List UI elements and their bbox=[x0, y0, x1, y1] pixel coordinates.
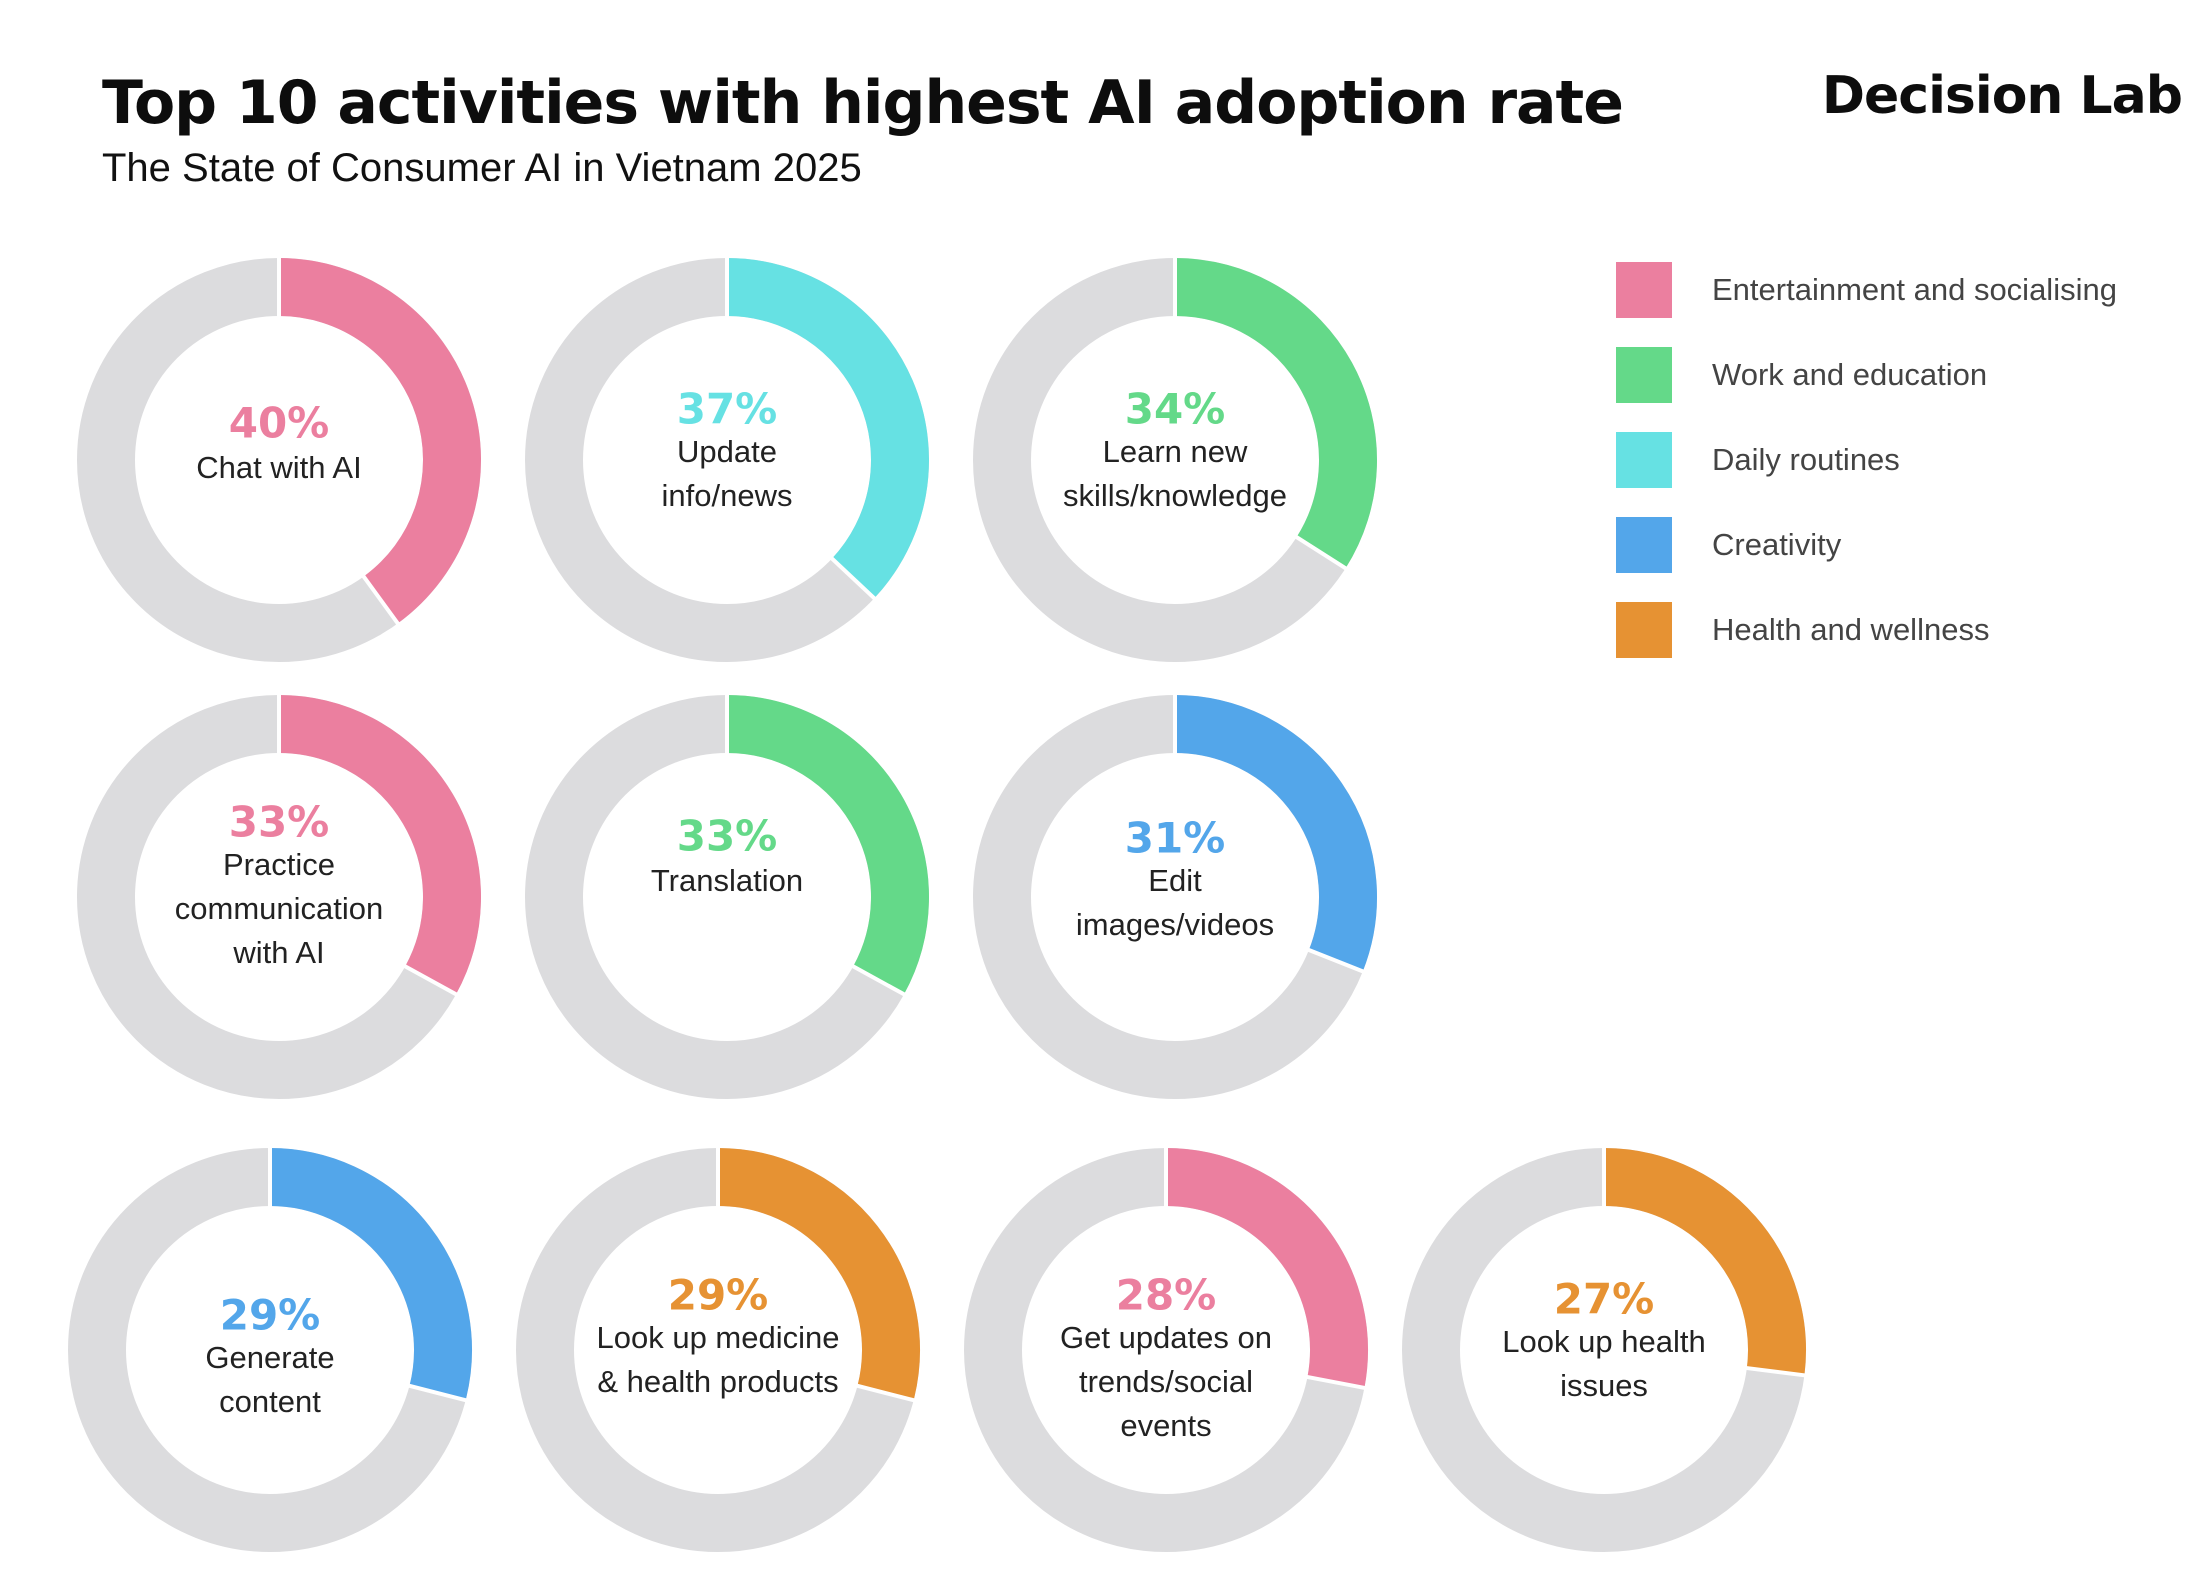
donut-learn-new-skills-knowledge: 34%Learn new skills/knowledge bbox=[973, 257, 1377, 662]
donut-segment-generate-content bbox=[269, 1148, 472, 1401]
donut-look-up-health-issues: 27%Look up health issues bbox=[1402, 1147, 1806, 1552]
donut-category-label: with AI bbox=[232, 935, 324, 970]
donut-get-updates-on-trends-social-events: 28%Get updates on trends/social events bbox=[964, 1147, 1368, 1552]
donut-value-label: 28% bbox=[1116, 1271, 1217, 1320]
legend-item-entertainment: Entertainment and socialising bbox=[1616, 262, 2117, 318]
donut-segment-look-up-health-issues bbox=[1603, 1148, 1806, 1376]
donut-category-label: images/videos bbox=[1076, 907, 1274, 942]
segment-separator bbox=[403, 964, 458, 997]
donut-category-label: Edit bbox=[1148, 863, 1202, 898]
donut-value-label: 31% bbox=[1125, 814, 1226, 863]
donut-value-label: 27% bbox=[1554, 1275, 1655, 1324]
donut-category-label: Translation bbox=[651, 863, 803, 898]
donut-segment-get-updates-on-trends-social-events bbox=[1165, 1148, 1368, 1388]
segment-separator bbox=[829, 556, 877, 601]
segment-separator bbox=[1745, 1365, 1806, 1378]
donut-segment-look-up-medicine-and-health-products bbox=[717, 1148, 920, 1401]
legend-swatch bbox=[1616, 347, 1672, 403]
donut-segment-update-info-news bbox=[726, 258, 929, 599]
donut-category-label: Get updates on bbox=[1060, 1320, 1272, 1355]
legend: Entertainment and socialising Work and ed… bbox=[1616, 262, 2117, 687]
donut-category-label: content bbox=[219, 1384, 321, 1419]
segment-separator bbox=[851, 964, 906, 997]
donut-segment-practice-communication-with-ai bbox=[278, 695, 481, 995]
donut-segment-learn-new-skills-knowledge bbox=[1174, 258, 1377, 569]
brand-logo: Decision Lab bbox=[1821, 66, 2183, 126]
donut-category-label: Look up medicine bbox=[597, 1320, 840, 1355]
donut-value-label: 29% bbox=[668, 1271, 769, 1320]
segment-separator bbox=[1294, 534, 1348, 571]
donut-value-label: 29% bbox=[220, 1291, 321, 1340]
legend-item-health: Health and wellness bbox=[1616, 602, 2117, 658]
legend-label: Health and wellness bbox=[1712, 612, 1990, 647]
legend-label: Daily routines bbox=[1712, 442, 1900, 477]
legend-label: Work and education bbox=[1712, 357, 1988, 392]
donut-category-label: info/news bbox=[662, 478, 793, 513]
legend-label: Entertainment and socialising bbox=[1712, 272, 2117, 307]
donut-segment-edit-images-videos bbox=[1174, 695, 1377, 972]
donut-category-label: issues bbox=[1560, 1368, 1648, 1403]
donut-category-label: communication bbox=[175, 891, 383, 926]
donut-chat-with-ai: 40%Chat with AI bbox=[77, 257, 481, 662]
segment-separator bbox=[1306, 1374, 1366, 1391]
donut-generate-content: 29%Generate content bbox=[68, 1147, 472, 1552]
legend-swatch bbox=[1616, 517, 1672, 573]
donut-value-label: 37% bbox=[677, 385, 778, 434]
legend-label: Creativity bbox=[1712, 527, 1842, 562]
donut-category-label: Look up health bbox=[1502, 1324, 1705, 1359]
donut-update-info-news: 37%Update info/news bbox=[525, 257, 929, 662]
donut-segment-translation bbox=[726, 695, 929, 995]
legend-item-creativity: Creativity bbox=[1616, 517, 2117, 573]
donut-category-label: events bbox=[1120, 1408, 1211, 1443]
donut-value-label: 40% bbox=[229, 399, 330, 448]
legend-swatch bbox=[1616, 432, 1672, 488]
donut-value-label: 34% bbox=[1125, 385, 1226, 434]
segment-separator bbox=[408, 1383, 468, 1403]
donut-practice-communication-with-ai: 33%Practice communication with AI bbox=[77, 694, 481, 1099]
donut-value-label: 33% bbox=[229, 798, 330, 847]
donut-category-label: Update bbox=[677, 434, 777, 469]
donut-value-label: 33% bbox=[677, 812, 778, 861]
donut-look-up-medicine-and-health-products: 29%Look up medicine & health products bbox=[516, 1147, 920, 1552]
chart-title: Top 10 activities with highest AI adopti… bbox=[102, 68, 1624, 138]
donut-segment-chat-with-ai bbox=[278, 258, 481, 624]
donut-category-label: & health products bbox=[597, 1364, 838, 1399]
legend-swatch bbox=[1616, 602, 1672, 658]
donut-edit-images-videos: 31%Edit images/videos bbox=[973, 694, 1377, 1099]
legend-item-work: Work and education bbox=[1616, 347, 2117, 403]
donut-translation: 33%Translation bbox=[525, 694, 929, 1099]
donut-category-label: Learn new bbox=[1103, 434, 1248, 469]
donut-category-label: Chat with AI bbox=[196, 450, 361, 485]
donut-category-label: trends/social bbox=[1079, 1364, 1253, 1399]
donut-category-label: Practice bbox=[223, 847, 335, 882]
segment-separator bbox=[856, 1383, 916, 1403]
segment-separator bbox=[1307, 947, 1365, 974]
donut-category-label: skills/knowledge bbox=[1063, 478, 1287, 513]
segment-separator bbox=[361, 574, 400, 626]
legend-swatch bbox=[1616, 262, 1672, 318]
chart-subtitle: The State of Consumer AI in Vietnam 2025 bbox=[102, 146, 862, 190]
legend-item-daily: Daily routines bbox=[1616, 432, 2117, 488]
donut-category-label: Generate bbox=[205, 1340, 334, 1375]
